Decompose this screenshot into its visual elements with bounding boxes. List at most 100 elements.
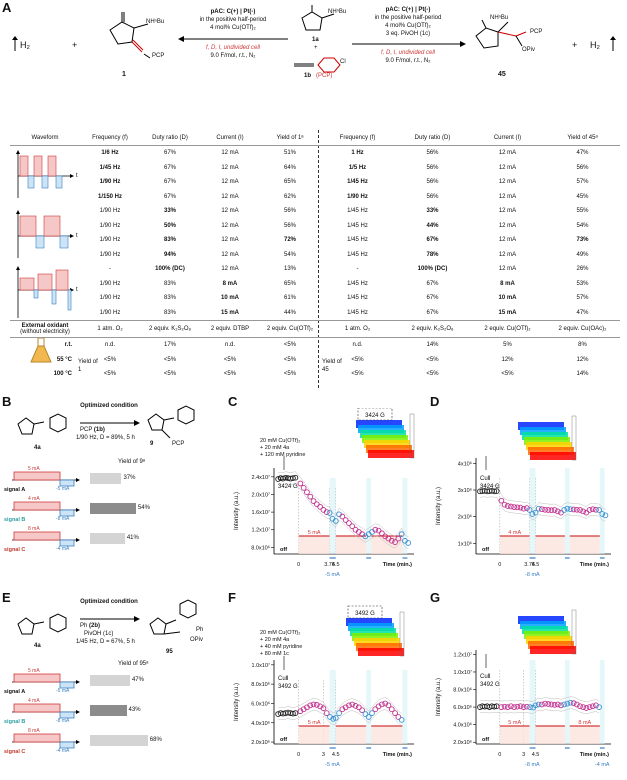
data-point	[385, 702, 392, 709]
data-point	[365, 714, 372, 720]
table-cell: 12 mA	[498, 208, 517, 215]
table-cell: 50%	[163, 222, 176, 229]
table-cell: 67%	[426, 237, 439, 244]
pulse-bottom-label: -5 mA	[325, 762, 340, 768]
cu-annotation-field: 3424 G	[480, 484, 500, 490]
pulse-top-label: 4 mA	[508, 530, 521, 536]
panel-label-f: F	[228, 590, 236, 605]
inset-band	[518, 616, 564, 624]
yield-bar	[90, 705, 127, 716]
product-1-nh: NHⁿBu	[146, 19, 165, 25]
data-point	[310, 498, 317, 504]
data-point	[332, 518, 339, 524]
y-tick-label: 2.0x10⁶	[453, 739, 472, 746]
inset-band	[352, 633, 398, 641]
table-cell: 12 mA	[221, 266, 239, 273]
data-point	[405, 540, 412, 546]
data-point	[346, 702, 352, 709]
data-point	[514, 504, 521, 511]
data-point	[532, 702, 539, 709]
table-cell: 15 mA	[498, 309, 517, 316]
data-point	[290, 475, 296, 481]
data-point	[323, 509, 330, 515]
data-point	[336, 710, 342, 716]
panel-e-arrow-mid: PivOH (1c)	[84, 631, 114, 637]
table-cell: <5%	[223, 371, 237, 378]
table-cell: 67%	[426, 295, 439, 302]
data-point	[317, 503, 323, 510]
chart-d: 1x10⁶ 2x10⁶ 3x10⁶ 4x10⁶ Intensity (a.u.) 0 3.7…	[436, 415, 611, 578]
table-cell: 55%	[576, 208, 589, 215]
temperature-label: 100 °C	[53, 371, 72, 378]
pulse-top-label: 5 mA	[508, 720, 521, 726]
y-axis-label: Intensity (a.u.)	[436, 487, 442, 525]
table-cell: 83%	[163, 295, 176, 302]
table-cell: 64%	[283, 164, 296, 171]
th-current-1: Current (I)	[200, 130, 260, 146]
table-cell: <5%	[283, 342, 297, 349]
table-cell: 83%	[163, 237, 176, 244]
table-cell: 13%	[283, 266, 296, 273]
x-tick-label: 3	[322, 752, 325, 758]
gas-arrow-left-icon	[12, 36, 18, 51]
inset-band	[522, 432, 568, 440]
x-tick-label: 0	[498, 562, 501, 568]
y-tick-label: 1x10⁶	[458, 540, 472, 547]
table-cell: 57%	[576, 179, 589, 186]
table-row: 1/90 Hz 94% 12 mA 54% 1/45 Hz 78% 12 mA 49%	[10, 248, 620, 263]
panel-label-a: A	[2, 0, 12, 15]
table-cell: 12 mA	[498, 251, 517, 258]
table-cell: 12 mA	[221, 179, 239, 186]
data-point	[551, 507, 558, 513]
signal-top-current: 4 mA	[28, 698, 40, 704]
data-point	[398, 531, 405, 538]
data-point	[532, 509, 539, 516]
table-cell: -	[356, 266, 359, 273]
pulse-area	[569, 726, 600, 744]
pulse-neg-area	[366, 478, 372, 554]
legend-entry: + 20 mM 4a	[260, 445, 290, 451]
table-cell: 12 mA	[498, 266, 517, 273]
panel-e-arrow-top: Optimized condition	[80, 599, 138, 605]
table-cell: -	[109, 266, 111, 273]
data-point	[586, 704, 593, 710]
y-tick-label: 4x10⁶	[458, 460, 472, 467]
data-point	[548, 701, 555, 708]
table-cell: 1/45 Hz	[347, 251, 368, 258]
yield-of-45-label: Yield of 45	[322, 359, 342, 373]
envelope-upper	[479, 484, 606, 510]
data-point	[561, 701, 567, 708]
table-cell: 1/45 Hz	[347, 208, 368, 215]
yield-of-1-label: Yield of 1	[78, 359, 98, 373]
pulse-neg-area	[329, 670, 336, 744]
table-cell: 1/90 Hz	[99, 280, 121, 287]
data-point	[514, 703, 521, 710]
th-freq-2: Frequency (f)	[320, 130, 395, 146]
h2-left: H₂	[20, 40, 30, 50]
y-axis-label: Intensity (a.u.)	[234, 492, 240, 530]
table-cell: 1/6 Hz	[101, 150, 119, 157]
data-point	[349, 523, 356, 530]
envelope-upper	[278, 697, 402, 715]
table-cell: 62%	[283, 193, 296, 200]
x-tick-label: 0	[297, 562, 300, 568]
inset-band	[528, 447, 574, 455]
table-cell: 53%	[576, 280, 589, 287]
right-reaction-arrow-icon	[352, 41, 466, 47]
y-tick-label: 6.0x10⁶	[453, 704, 472, 711]
table-body: 1/6 Hz 67% 12 mA 51% 1 Hz 56% 12 mA 47% 1/45 Hz 6…	[10, 146, 620, 382]
data-point	[362, 711, 369, 717]
external-oxidant-label: External oxidant (without electricity)	[10, 320, 80, 338]
data-point	[398, 717, 405, 723]
x-axis-label: Time (min.)	[580, 562, 609, 568]
table-cell: 1/150 Hz	[97, 193, 122, 200]
data-point	[602, 512, 609, 519]
table-cell: 12 mA	[221, 193, 239, 200]
data-point	[352, 703, 359, 709]
inset-band	[368, 450, 414, 458]
inset-band	[358, 648, 404, 656]
table-cell: 5%	[503, 342, 512, 349]
pulse-area	[335, 536, 367, 554]
right-cond-2: in the positive half-period	[374, 15, 442, 21]
reagent-1b-structure	[294, 57, 341, 73]
